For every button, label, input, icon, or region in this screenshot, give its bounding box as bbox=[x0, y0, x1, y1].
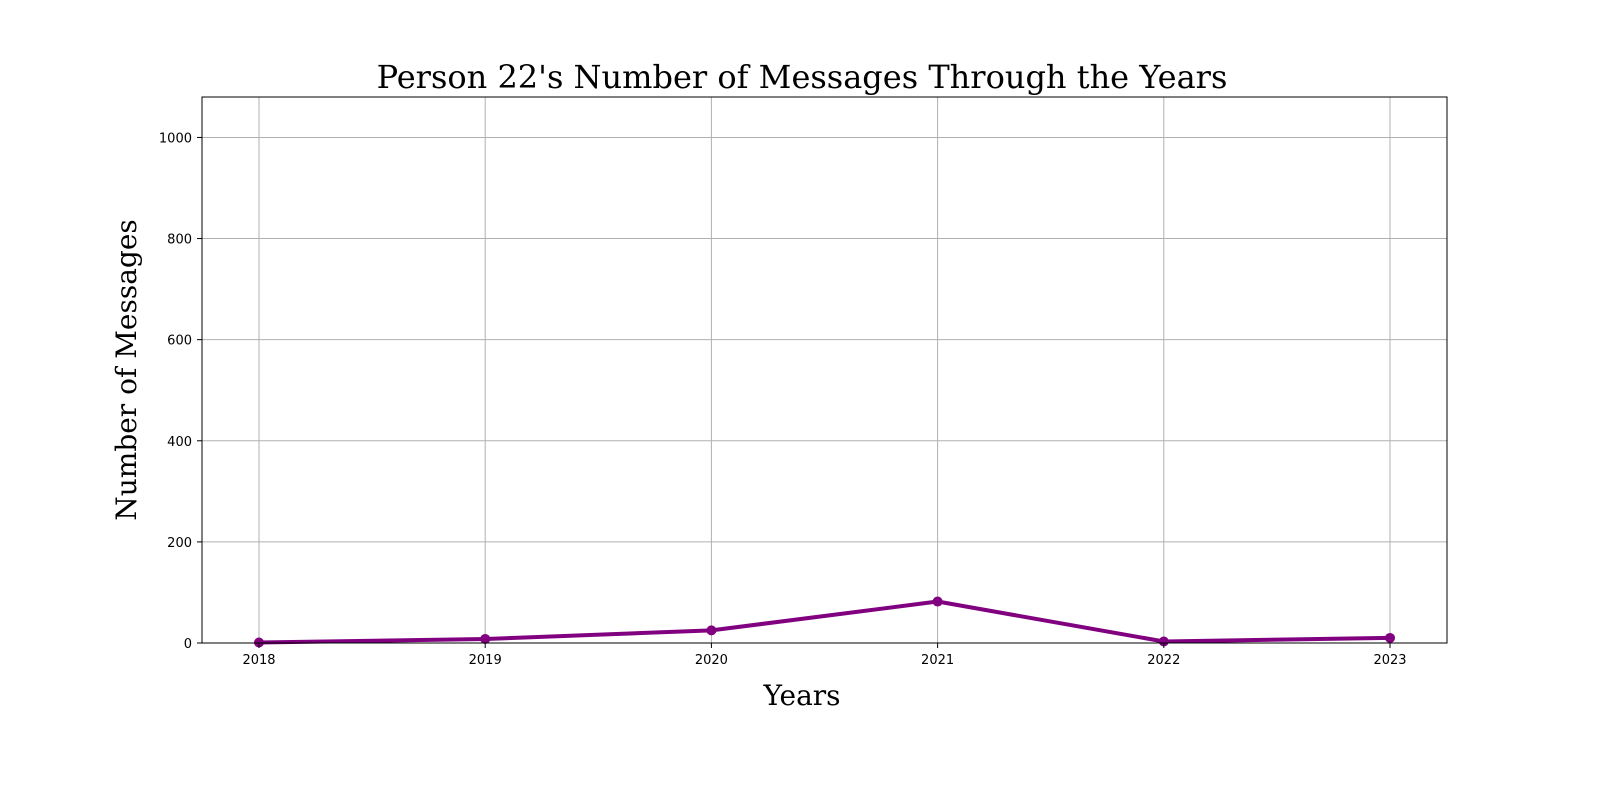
x-tick-label: 2022 bbox=[1147, 653, 1180, 668]
y-tick-label: 600 bbox=[167, 334, 192, 349]
plot-frame bbox=[201, 96, 1448, 644]
grid-lines bbox=[202, 97, 1447, 644]
y-axis-label: Number of Messages bbox=[110, 219, 143, 521]
y-tick-label: 400 bbox=[167, 435, 192, 450]
data-point bbox=[706, 625, 717, 636]
data-point bbox=[254, 637, 264, 648]
x-tick-label: 2020 bbox=[695, 653, 728, 668]
y-tick-label: 800 bbox=[167, 233, 192, 248]
y-tick-label: 0 bbox=[184, 637, 192, 652]
x-tick-label: 2021 bbox=[921, 653, 954, 668]
x-tick-label: 2018 bbox=[242, 653, 275, 668]
data-point bbox=[1158, 636, 1169, 647]
axis-ticks: 2018 2019 2020 2021 2022 2023 0 200 400 600 800 100… bbox=[159, 131, 1407, 668]
series-layer bbox=[254, 596, 1395, 648]
x-axis-label: Years bbox=[762, 679, 840, 712]
y-tick-label: 1000 bbox=[159, 131, 192, 146]
data-point bbox=[1385, 632, 1395, 643]
series-line bbox=[257, 599, 1392, 645]
x-tick-label: 2023 bbox=[1373, 653, 1406, 668]
x-tick-label: 2019 bbox=[469, 653, 502, 668]
data-point bbox=[480, 633, 491, 644]
y-tick-label: 200 bbox=[167, 536, 192, 551]
data-point bbox=[932, 596, 943, 607]
chart-title: Person 22's Number of Messages Through t… bbox=[377, 58, 1228, 96]
